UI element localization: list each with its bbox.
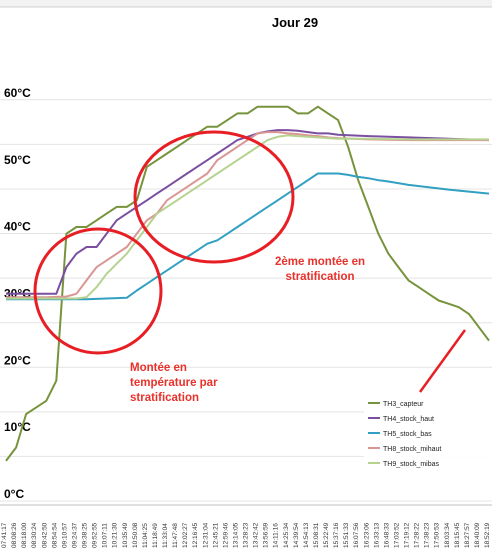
x-tick-label: 12:16:45 [192, 522, 199, 548]
x-tick-label: 17:19:12 [404, 522, 411, 548]
x-tick-label: 14:11:16 [273, 523, 280, 548]
x-tick-label: 12:31:04 [202, 522, 209, 548]
annotation-line: Montée en [130, 362, 187, 374]
x-tick-label: 15:51:33 [343, 522, 350, 548]
annotation-circle-upper [133, 130, 295, 264]
annotation-circle-lower [33, 227, 163, 355]
x-tick-label: 13:42:42 [253, 522, 260, 548]
series-lines [5, 105, 490, 462]
x-tick-label: 08:54:54 [51, 522, 58, 548]
annotation-circles [33, 130, 295, 355]
legend-label: TH5_stock_bas [383, 431, 432, 438]
x-tick-label: 09:52:55 [92, 522, 99, 548]
legend-label: TH8_stock_mihaut [383, 446, 441, 453]
y-tick-label: 50°C [4, 153, 31, 167]
series-line-th8-stock-mihaut [6, 131, 489, 299]
x-tick-label: 17:50:53 [434, 522, 441, 548]
y-tick-label: 0°C [4, 487, 24, 501]
y-tick-label: 10°C [4, 420, 31, 434]
x-tick-label: 09:38:25 [82, 522, 89, 548]
chart-title: Jour 29 [272, 15, 318, 30]
legend-box [364, 393, 492, 473]
x-tick-label: 12:02:27 [182, 522, 189, 548]
y-tick-label: 20°C [4, 353, 31, 367]
x-axis: 07:41:17 08:08:26 08:18:00 08:30:24 08:42:50… [0, 504, 492, 548]
x-tick-label: 09:10:57 [61, 522, 68, 548]
annotation-line: stratification [285, 271, 354, 283]
legend-pointer-arrow [418, 329, 467, 393]
x-tick-label: 16:07:56 [353, 522, 360, 548]
spreadsheet-top-strip [0, 0, 492, 8]
x-tick-label: 16:23:06 [363, 522, 370, 548]
legend-label: TH3_capteur [383, 401, 424, 408]
annotation-line: stratification [130, 392, 199, 404]
y-tick-label: 40°C [4, 220, 31, 234]
x-tick-label: 18:03:34 [444, 522, 451, 548]
x-tick-label: 08:30:24 [31, 522, 38, 548]
x-tick-label: 18:15:45 [454, 522, 461, 548]
annotation-line: 2ème montée en [275, 256, 365, 268]
x-tick-label: 15:37:16 [333, 522, 340, 548]
x-tick-label: 07:41:17 [1, 522, 8, 548]
x-tick-label: 17:03:52 [393, 522, 400, 548]
x-tick-label: 18:27:57 [464, 522, 471, 548]
x-tick-label: 17:28:22 [414, 522, 421, 548]
x-tick-label: 08:18:00 [21, 522, 28, 548]
series-line-th9-stock-mibas [6, 134, 489, 300]
x-tick-label: 11:04:25 [142, 523, 149, 548]
series-line-th3-capteur [5, 105, 490, 462]
x-tick-label: 09:24:37 [71, 522, 78, 548]
x-tick-label: 14:25:34 [283, 522, 290, 548]
annotation-line: température par [130, 377, 218, 389]
x-tick-label: 16:48:33 [383, 522, 390, 548]
legend: TH3_capteur TH4_stock_haut TH5_stock_bas TH… [364, 329, 492, 473]
y-tick-label: 60°C [4, 86, 31, 100]
x-tick-label: 15:08:31 [313, 522, 320, 548]
x-tick-label: 18:52:19 [484, 522, 491, 548]
x-tick-label: 15:22:49 [323, 522, 330, 548]
x-tick-label: 17:38:23 [424, 522, 431, 548]
x-tick-label: 16:33:13 [373, 522, 380, 548]
x-tick-label: 14:54:13 [303, 522, 310, 548]
x-tick-label: 12:59:46 [222, 522, 229, 548]
top-strip [0, 0, 492, 7]
x-tick-label: 10:50:08 [132, 522, 139, 548]
x-tick-label: 08:08:26 [11, 522, 18, 548]
x-tick-label: 13:56:59 [263, 522, 270, 548]
annotations: 2ème montée en stratification Montée en tem… [130, 256, 365, 404]
x-tick-label: 10:07:11 [102, 523, 109, 548]
series-line-th4-stock-haut [6, 129, 490, 295]
x-tick-label: 11:47:48 [172, 523, 179, 548]
x-tick-label: 13:14:05 [232, 522, 239, 548]
legend-label: TH9_stock_mibas [383, 461, 440, 468]
x-tick-label: 10:21:30 [112, 522, 119, 548]
x-tick-label: 11:18:49 [152, 523, 159, 548]
x-tick-label: 18:40:09 [474, 522, 481, 548]
grid-lines [0, 99, 492, 502]
annotation-first-rise: Montée en température par stratification [130, 362, 218, 404]
x-tick-label: 10:35:49 [122, 522, 129, 548]
series-line-th5-stock-bas [6, 172, 490, 301]
x-tick-label: 13:28:23 [243, 522, 250, 548]
x-tick-label: 08:42:50 [41, 522, 48, 548]
legend-label: TH4_stock_haut [383, 416, 434, 423]
annotation-second-rise: 2ème montée en stratification [275, 256, 365, 283]
x-tick-label: 14:39:54 [293, 522, 300, 548]
x-tick-label: 12:45:21 [212, 522, 219, 548]
x-tick-label: 11:33:04 [162, 523, 169, 548]
